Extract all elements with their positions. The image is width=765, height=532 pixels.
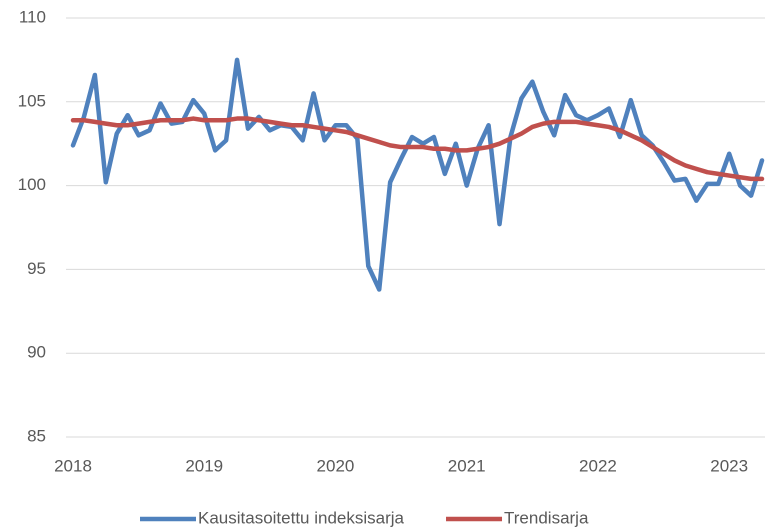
legend-label: Trendisarja [504, 508, 589, 527]
x-tick-label: 2020 [317, 456, 355, 475]
x-tick-label: 2023 [710, 456, 748, 475]
x-tick-label: 2022 [579, 456, 617, 475]
legend-label: Kausitasoitettu indeksisarja [198, 508, 405, 527]
x-tick-label: 2018 [54, 456, 92, 475]
x-tick-label: 2021 [448, 456, 486, 475]
x-tick-label: 2019 [185, 456, 223, 475]
series-line [70, 57, 765, 292]
y-tick-label: 105 [18, 91, 46, 110]
y-tick-label: 85 [27, 426, 46, 445]
y-tick-label: 110 [19, 7, 46, 26]
series-line [70, 116, 765, 182]
y-tick-label: 90 [27, 343, 46, 362]
y-tick-label: 95 [27, 259, 46, 278]
y-tick-label: 100 [18, 175, 46, 194]
